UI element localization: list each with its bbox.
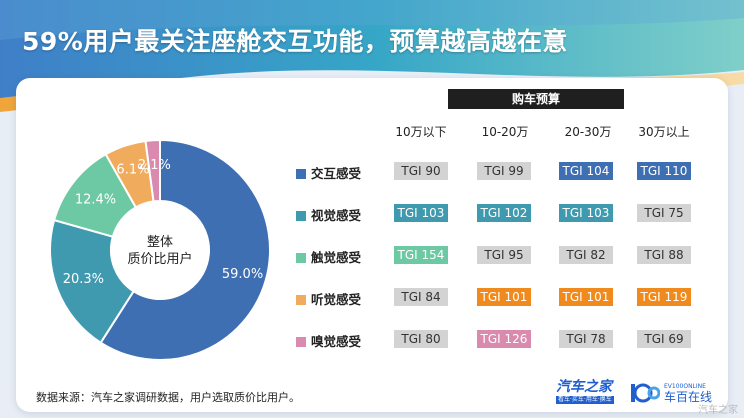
- column-header: 10-20万: [481, 125, 529, 139]
- ev100-logo: EV100ONLINE 车百在线: [664, 383, 712, 404]
- slice-label: 12.4%: [75, 192, 116, 207]
- column-header: 20-30万: [564, 125, 612, 139]
- donut-hole: [111, 201, 209, 299]
- row-label: 嗅觉感受: [296, 331, 361, 350]
- row-label: 视觉感受: [296, 205, 361, 224]
- tgi-cell: TGI 103: [559, 204, 613, 222]
- tgi-cell: TGI 104: [559, 162, 613, 180]
- tgi-cell: TGI 101: [477, 288, 531, 306]
- legend-swatch: [296, 337, 306, 347]
- column-header: 30万以上: [638, 125, 690, 139]
- page-title: 59%用户最关注座舱交互功能，预算越高越在意: [22, 27, 568, 56]
- donut-chart: 整体质价比用户 59.0% 20.3% 12.4%6.1%2.1%: [49, 138, 271, 361]
- tgi-cell: TGI 110: [637, 162, 691, 180]
- ev100-logo-icon: [631, 383, 660, 403]
- tgi-cell: TGI 99: [477, 162, 531, 180]
- row-label: 交互感受: [296, 163, 361, 182]
- budget-header: 购车预算: [448, 89, 624, 109]
- slice-label: 59.0%: [222, 267, 263, 282]
- tgi-cell: TGI 88: [637, 246, 691, 264]
- row-label-text: 交互感受: [311, 166, 362, 181]
- tgi-cell: TGI 90: [394, 162, 448, 180]
- legend-swatch: [296, 211, 306, 221]
- slice-label: 2.1%: [138, 158, 171, 173]
- tgi-cell: TGI 75: [637, 204, 691, 222]
- autohome-logo-text: 汽车之家: [556, 379, 612, 395]
- legend-swatch: [296, 295, 306, 305]
- legend-swatch: [296, 169, 306, 179]
- tgi-cell: TGI 69: [637, 330, 691, 348]
- row-label: 触觉感受: [296, 247, 361, 266]
- tgi-cell: TGI 101: [559, 288, 613, 306]
- row-label-text: 听觉感受: [311, 292, 362, 307]
- ev100-logo-en: EV100ONLINE: [664, 383, 706, 390]
- row-label-text: 触觉感受: [311, 250, 362, 265]
- tgi-cell: TGI 102: [477, 204, 531, 222]
- row-label-text: 嗅觉感受: [311, 334, 362, 349]
- tgi-cell: TGI 103: [394, 204, 448, 222]
- tgi-cell: TGI 78: [559, 330, 613, 348]
- tgi-cell: TGI 80: [394, 330, 448, 348]
- slice-label: 6.1%: [116, 162, 149, 177]
- donut-center-label: 整体质价比用户: [127, 235, 192, 267]
- autohome-logo-slogan: 看车·买车·用车·换车: [556, 396, 614, 404]
- ev100-logo-cn: 车百在线: [664, 390, 713, 404]
- row-label-text: 视觉感受: [311, 208, 362, 223]
- tgi-cell: TGI 126: [477, 330, 531, 348]
- source-note: 数据来源：汽车之家调研数据，用户选取质价比用户。: [36, 391, 300, 404]
- center-label-line: 整体: [147, 235, 173, 250]
- legend-swatch: [296, 253, 306, 263]
- tgi-cell: TGI 154: [394, 246, 448, 264]
- column-header: 10万以下: [395, 125, 447, 139]
- tgi-cell: TGI 82: [559, 246, 613, 264]
- center-label-line: 质价比用户: [127, 251, 192, 267]
- tgi-cell: TGI 84: [394, 288, 448, 306]
- tgi-cell: TGI 119: [637, 288, 691, 306]
- tgi-cell: TGI 95: [477, 246, 531, 264]
- row-label: 听觉感受: [296, 289, 361, 308]
- autohome-logo: 汽车之家 看车·买车·用车·换车: [556, 380, 614, 404]
- slice-label: 20.3%: [63, 272, 104, 287]
- watermark: 汽车之家: [698, 405, 738, 416]
